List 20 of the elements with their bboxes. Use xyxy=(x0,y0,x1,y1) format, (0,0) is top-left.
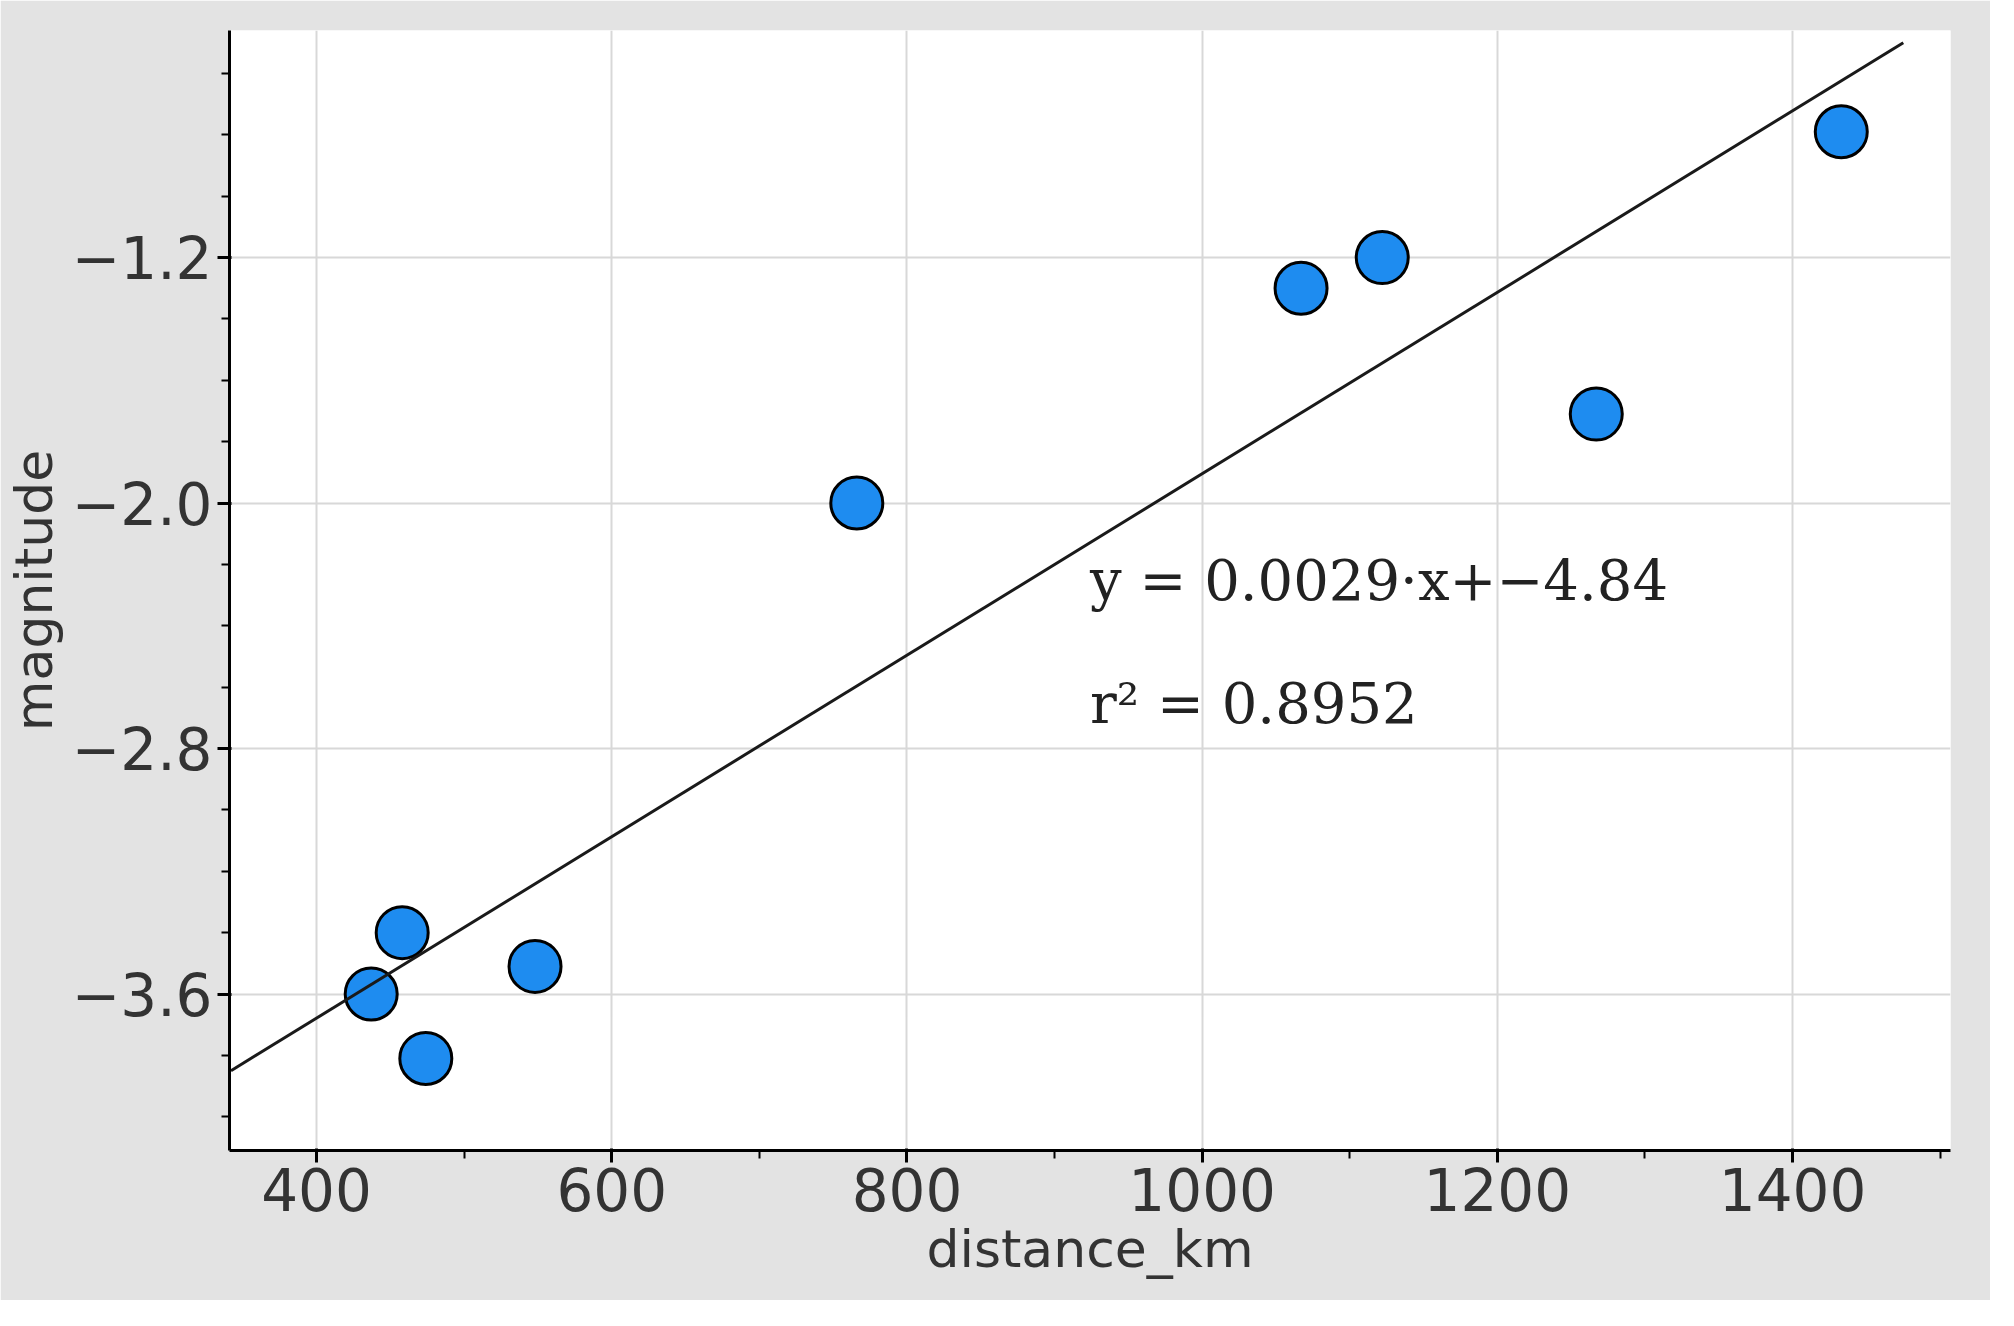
point xyxy=(829,475,885,531)
annotation: y = 0.0029·x+−4.84 xyxy=(1089,547,1669,613)
y-tick-label: −1.2 xyxy=(71,225,213,294)
point xyxy=(1813,104,1869,160)
x-tick-label: 600 xyxy=(556,1156,668,1225)
x-tick-label: 1400 xyxy=(1718,1156,1867,1225)
point xyxy=(398,1031,454,1086)
y-tick-label: −2.0 xyxy=(71,470,213,539)
x-tick-label: 400 xyxy=(261,1156,372,1225)
point xyxy=(1273,260,1329,316)
y-axis-title: magnitude xyxy=(3,449,64,732)
annotation: r² = 0.8952 xyxy=(1090,671,1418,737)
y-tick-label: −2.8 xyxy=(71,716,213,785)
x-tick-label: 1200 xyxy=(1423,1156,1572,1225)
point xyxy=(374,905,430,961)
point xyxy=(1568,386,1624,442)
point xyxy=(1354,230,1410,286)
point xyxy=(507,938,563,994)
y-tick-label: −3.6 xyxy=(71,961,213,1030)
point xyxy=(343,966,399,1022)
